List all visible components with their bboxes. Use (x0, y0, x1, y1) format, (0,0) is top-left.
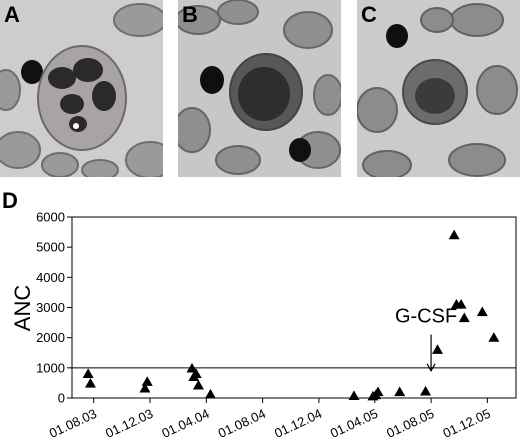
data-point (82, 368, 94, 378)
y-tick-label: 1000 (36, 360, 65, 375)
panel-label-b: B (182, 2, 198, 27)
data-point (348, 390, 360, 401)
neutrophil-micrograph (0, 0, 163, 177)
x-tick-label: 01.08.04 (216, 406, 268, 441)
x-tick-label: 01.12.05 (441, 406, 493, 441)
promyelocyte-micrograph (178, 0, 341, 177)
data-point (432, 344, 444, 354)
data-point (448, 229, 460, 240)
data-point (190, 368, 202, 378)
plot-frame (71, 216, 517, 399)
data-point (458, 312, 470, 323)
x-tick-label: 01.08.05 (384, 406, 436, 441)
x-tick-label: 01.12.03 (103, 406, 155, 441)
y-tick-label: 6000 (36, 210, 65, 225)
myelocyte-micrograph (357, 0, 520, 177)
x-tick-label: 01.04.05 (328, 406, 380, 441)
anc-chart-panel: D 0 1000 2000 3000 4000 5000 6000 01.08.03 01.1… (0, 188, 520, 446)
panel-label-c: C (361, 2, 377, 27)
y-tick-label: 2000 (36, 330, 65, 345)
y-tick-label: 5000 (36, 240, 65, 255)
panel-label-d: D (2, 188, 18, 213)
data-point (139, 382, 151, 393)
panel-label-a: A (4, 2, 20, 27)
x-tick-label: 01.04.04 (159, 406, 211, 441)
y-axis-label: ANC (10, 285, 35, 332)
gcsf-arrowhead (426, 363, 436, 373)
micrograph-panel-b: B (178, 0, 341, 177)
data-point (420, 385, 432, 396)
micrograph-panel-c: C (357, 0, 520, 177)
data-point (394, 386, 406, 397)
y-tick-label: 4000 (36, 270, 65, 285)
micrograph-panel-a: A (0, 0, 163, 177)
x-tick-label: 01.08.03 (47, 406, 99, 441)
gcsf-annotation: G-CSF (395, 306, 457, 328)
data-point (192, 379, 204, 390)
data-point (84, 378, 96, 388)
data-point (141, 376, 153, 386)
data-point (488, 332, 500, 342)
data-point (455, 298, 467, 309)
data-point (372, 386, 384, 397)
x-tick-label: 01.12.04 (272, 406, 324, 441)
data-point (476, 306, 488, 317)
y-tick-label: 0 (58, 391, 65, 406)
y-tick-label: 3000 (36, 300, 65, 315)
data-point (204, 388, 216, 399)
